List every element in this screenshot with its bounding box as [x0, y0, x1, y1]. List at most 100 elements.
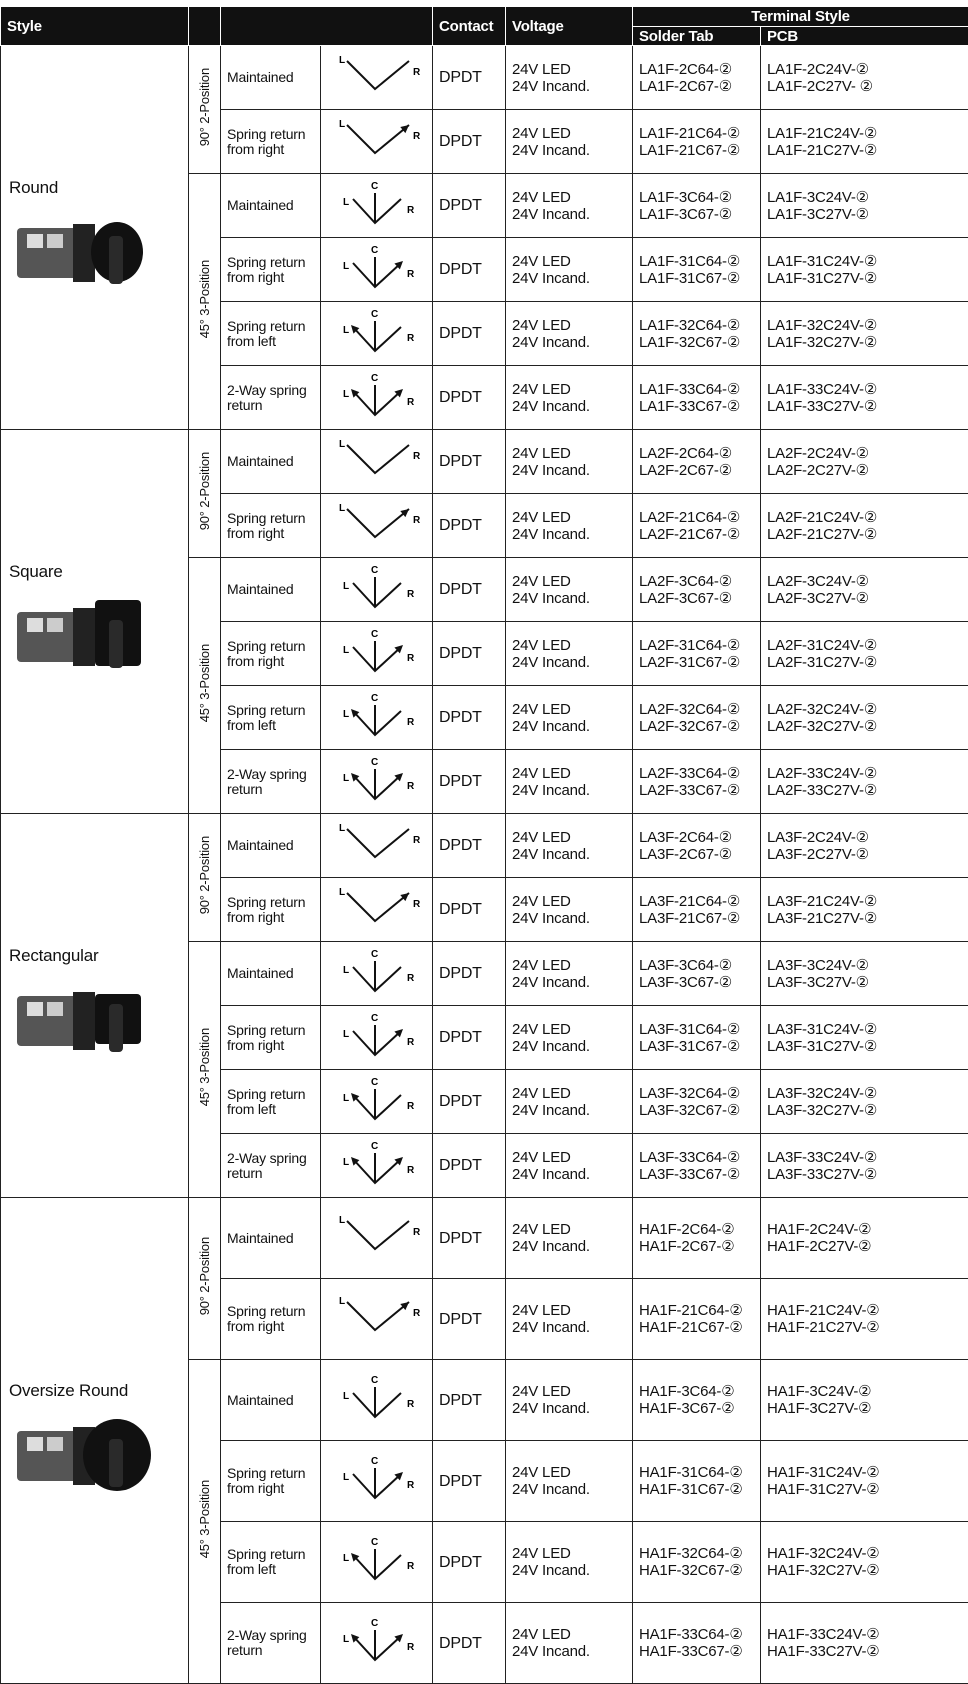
- voltage: 24V Incand.: [512, 781, 590, 799]
- pcb: HA1F-21C27V-②: [767, 1319, 880, 1336]
- pcb: LA3F-31C27V-②: [767, 1037, 878, 1055]
- diagram-label: C: [371, 181, 378, 192]
- style-name: Rectangular: [9, 946, 99, 965]
- solder-tab: LA1F-3C67-②: [639, 205, 732, 223]
- voltage-cell: 24V LED 24V Incand.: [505, 1440, 633, 1522]
- contact: DPDT: [432, 685, 506, 750]
- contact: DPDT: [432, 1278, 506, 1360]
- solder-tab: HA1F-21C67-②: [639, 1319, 743, 1336]
- voltage: 24V Incand.: [512, 141, 590, 159]
- voltage-cell: 24V LED 24V Incand.: [505, 1005, 633, 1070]
- diagram-label: R: [413, 131, 421, 142]
- position-label: 45° 3-Position: [197, 644, 212, 723]
- operation: Spring return from right: [220, 493, 321, 558]
- pcb: LA3F-3C27V-②: [767, 973, 869, 991]
- header-subrow: Solder Tab PCB: [1, 26, 968, 46]
- voltage: 24V LED: [512, 508, 571, 526]
- header-row: Style Contact Voltage Terminal Style: [0, 6, 968, 46]
- switch-diagram: LR: [339, 887, 421, 922]
- position-label: 90° 2-Position: [197, 452, 212, 531]
- arrowhead: [350, 1634, 359, 1643]
- position-cell: 90° 2-Position: [188, 45, 221, 174]
- solder-tab: LA3F-2C67-②: [639, 845, 732, 863]
- contact: DPDT: [432, 557, 506, 622]
- voltage-cell: 24V LED 24V Incand.: [505, 173, 633, 238]
- voltage: 24V Incand.: [512, 1400, 590, 1417]
- switch-diagram: L C R: [343, 373, 415, 416]
- diagram-label: R: [413, 1308, 421, 1319]
- solder-tab-cell: LA2F-3C64-② LA2F-3C67-②: [632, 557, 761, 622]
- voltage-cell: 24V LED 24V Incand.: [505, 1521, 633, 1603]
- diagram-label: L: [343, 1157, 349, 1168]
- voltage-cell: 24V LED 24V Incand.: [505, 109, 633, 174]
- pcb: LA2F-33C24V-②: [767, 764, 878, 782]
- voltage: 24V LED: [512, 636, 571, 654]
- diagram-label: C: [371, 757, 378, 768]
- contact: DPDT: [432, 1005, 506, 1070]
- position-label: 90° 2-Position: [197, 68, 212, 147]
- solder-tab: LA2F-31C64-②: [639, 636, 741, 654]
- arrowhead: [350, 324, 359, 334]
- solder-tab: LA2F-33C64-②: [639, 764, 741, 782]
- operation: 2-Way spring return: [220, 749, 321, 814]
- solder-tab: LA1F-3C64-②: [639, 188, 732, 206]
- solder-tab-cell: LA1F-21C64-② LA1F-21C67-②: [632, 109, 761, 174]
- voltage: 24V LED: [512, 1221, 571, 1238]
- contact: DPDT: [432, 365, 506, 430]
- solder-tab: HA1F-32C67-②: [639, 1562, 743, 1579]
- solder-tab: LA2F-21C64-②: [639, 508, 741, 526]
- contact: DPDT: [432, 493, 506, 558]
- photo-terminal: [47, 1437, 63, 1451]
- diagram-label: L: [339, 503, 345, 514]
- diagram-label: C: [371, 1456, 378, 1467]
- solder-tab-cell: LA3F-2C64-② LA3F-2C67-②: [632, 813, 761, 878]
- diagram-label: L: [343, 773, 349, 784]
- switch-diagram: L C R: [343, 1618, 415, 1662]
- arrowhead: [393, 1156, 403, 1165]
- solder-tab-cell: LA3F-33C64-② LA3F-33C67-②: [632, 1133, 761, 1198]
- operation: Spring return from left: [220, 685, 321, 750]
- switch-diagram: L C R: [343, 629, 415, 672]
- pcb-cell: LA2F-33C24V-② LA2F-33C27V-②: [759, 749, 968, 814]
- operation: Maintained: [220, 813, 321, 878]
- diagram-label: L: [343, 1093, 349, 1104]
- diagram-cell: L C R: [320, 1602, 433, 1684]
- operation: 2-Way spring return: [220, 1602, 321, 1684]
- arrowhead: [393, 1028, 403, 1037]
- voltage-cell: 24V LED 24V Incand.: [505, 813, 633, 878]
- diagram-label: L: [343, 389, 349, 400]
- diagram-label: R: [407, 1642, 415, 1653]
- solder-tab: HA1F-3C67-②: [639, 1400, 735, 1417]
- pcb: HA1F-31C24V-②: [767, 1464, 880, 1481]
- diagram-label: R: [407, 1561, 415, 1572]
- switch-diagram: L C R: [343, 1375, 415, 1419]
- solder-tab: LA2F-21C67-②: [639, 525, 741, 543]
- diagram-label: L: [339, 119, 345, 130]
- voltage: 24V LED: [512, 1383, 571, 1400]
- operation: Spring return from right: [220, 109, 321, 174]
- pcb-cell: HA1F-3C24V-② HA1F-3C27V-②: [759, 1359, 968, 1441]
- table-row: 45° 3-Position Maintained L C R DPDT 24V LED 24…: [1, 557, 968, 814]
- diagram-arms: [345, 891, 410, 922]
- diagram-label: C: [371, 309, 378, 320]
- arrowhead: [350, 1553, 359, 1562]
- diagram-label: L: [339, 439, 345, 450]
- pcb-cell: HA1F-31C24V-② HA1F-31C27V-②: [759, 1440, 968, 1522]
- solder-tab-cell: HA1F-3C64-② HA1F-3C67-②: [632, 1359, 761, 1441]
- arrowhead: [393, 1634, 403, 1643]
- voltage: 24V LED: [512, 572, 571, 590]
- switch-diagram: LR: [339, 503, 421, 538]
- contact: DPDT: [432, 301, 506, 366]
- pcb: LA3F-32C27V-②: [767, 1101, 878, 1119]
- arrowhead: [399, 508, 409, 517]
- diagram-cell: L C R: [320, 1521, 433, 1603]
- solder-tab: HA1F-31C67-②: [639, 1481, 743, 1498]
- diagram-label: L: [343, 1029, 349, 1040]
- voltage: 24V Incand.: [512, 525, 590, 543]
- pcb-cell: LA3F-32C24V-② LA3F-32C27V-②: [759, 1069, 968, 1134]
- arrowhead: [350, 1092, 359, 1102]
- photo-terminal: [27, 234, 43, 248]
- switch-diagram: L C R: [343, 1077, 415, 1120]
- pcb: LA2F-21C24V-②: [767, 508, 878, 526]
